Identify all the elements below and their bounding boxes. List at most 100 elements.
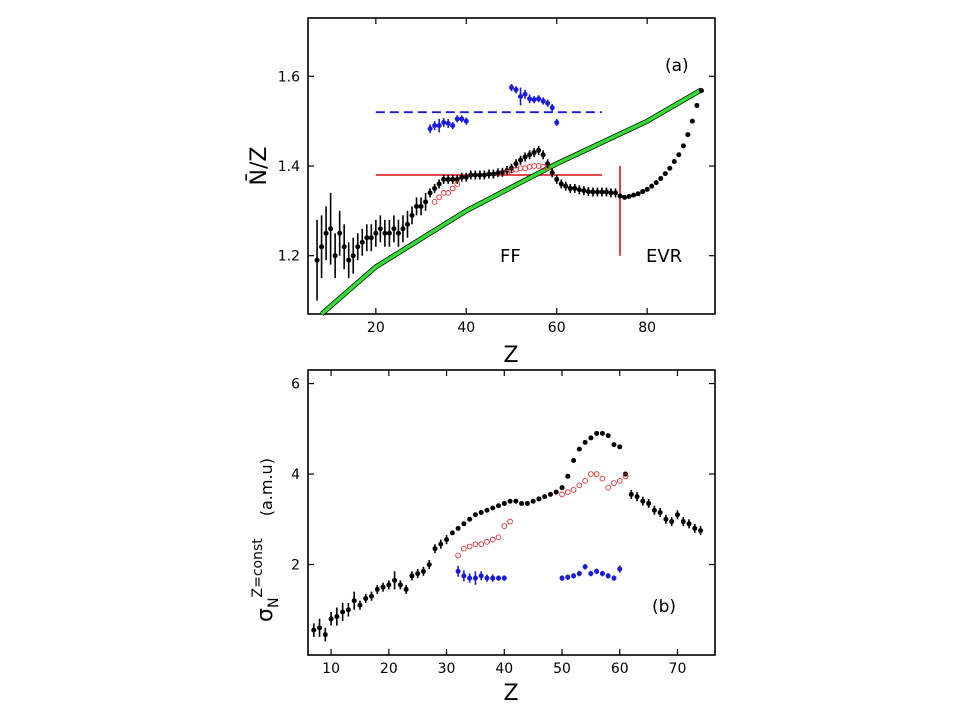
data-point-black [640,498,646,504]
annotation-evr: EVR [646,246,682,267]
panel-b-plot-frame [307,369,716,656]
data-point-open [489,536,496,543]
data-point-black [651,507,657,513]
data-point-open [507,518,513,525]
data-point-black [536,147,542,153]
data-point-blue [559,575,565,581]
data-point-black [444,537,450,543]
data-point-blue [454,116,460,122]
data-point-black [455,525,461,531]
data-point-black [599,430,605,436]
data-point-black [657,510,663,515]
data-point-black [363,595,369,601]
data-point-black [685,132,691,138]
data-point-blue [588,571,594,577]
data-point-black [680,143,686,149]
data-point-black [628,491,634,497]
data-point-black [694,102,700,108]
data-point-black [663,516,669,522]
x-tick-label: 50 [553,661,571,677]
data-point-black [554,176,560,182]
data-point-blue [472,575,478,581]
x-tick-label: 40 [495,661,513,677]
data-point-open [445,190,452,196]
data-point-black [676,152,682,158]
panel-b-tag: (b) [652,597,676,617]
data-point-open [454,181,461,187]
data-point-black [599,189,605,195]
data-point-black [445,176,451,182]
data-point-black [323,230,329,236]
data-point-black [436,181,442,187]
data-point-black [496,503,502,509]
data-point-blue [527,96,533,102]
panel-b-y-axis-label: σNZ=const (a.m.u) [250,458,282,622]
data-point-blue [450,123,456,129]
data-point-open [570,487,577,493]
data-point-black [311,627,317,633]
data-point-black [420,568,426,574]
data-point-open [582,477,588,484]
data-point-black [635,191,641,197]
data-point-black [594,189,600,195]
data-point-black [530,498,536,504]
data-point-blue [536,96,542,102]
data-point-black [576,446,582,452]
data-point-black [319,244,325,250]
data-point-black [397,582,403,588]
data-point-black [322,632,328,638]
y-tick-label: 1.6 [278,69,300,85]
data-point-open [466,543,473,550]
panel-b-data-marks [311,430,704,642]
data-point-black [427,190,433,196]
data-point-black [359,239,365,245]
data-point-blue [617,566,623,572]
data-point-black [553,489,559,495]
data-point-black [649,183,655,189]
data-point-black [542,494,548,500]
data-point-blue [571,573,577,579]
data-point-blue [522,91,528,97]
data-point-black [380,584,386,590]
data-point-black [403,586,409,592]
data-point-black [351,598,357,604]
data-point-black [565,473,571,479]
data-point-black [518,157,524,163]
data-point-blue [599,571,605,577]
data-point-black [527,152,533,158]
data-point-black [522,154,528,160]
data-point-black [461,521,467,527]
data-point-black [590,189,596,195]
x-tick-label: 60 [548,320,566,336]
data-point-black [486,171,492,177]
data-point-black [617,444,623,450]
data-point-open [564,489,571,495]
data-point-black [490,171,496,177]
x-tick-label: 30 [438,661,456,677]
unit-label: (a.m.u) [257,458,276,516]
data-point-black [571,457,577,463]
x-tick-label: 10 [322,661,340,677]
data-point-black [563,183,569,189]
data-point-black [513,498,519,504]
data-point-black [472,512,478,518]
data-point-black [662,171,668,177]
data-point-black [468,172,474,178]
data-point-blue [436,123,442,129]
data-point-black [377,226,383,232]
data-point-black [341,244,347,250]
data-point-black [355,244,361,250]
data-point-black [415,571,421,577]
panel-a-x-axis-label: Z [503,343,518,368]
panel-b-y-axis-label-text: σNZ=const (a.m.u) [250,458,282,622]
data-point-black [613,190,619,196]
panel-a-ticks: 20 40 60 80 1.2 1.4 1.6 [278,18,715,336]
data-point-black [689,118,695,124]
data-point-black [328,616,334,622]
panel-a: 20 40 60 80 1.2 1.4 1.6 Z N̄/Z (a) FF EVR [246,17,716,368]
data-point-black [400,226,406,232]
data-point-black [478,510,484,515]
data-point-open [436,194,442,201]
data-point-black [558,181,564,187]
data-point-black [357,602,363,608]
